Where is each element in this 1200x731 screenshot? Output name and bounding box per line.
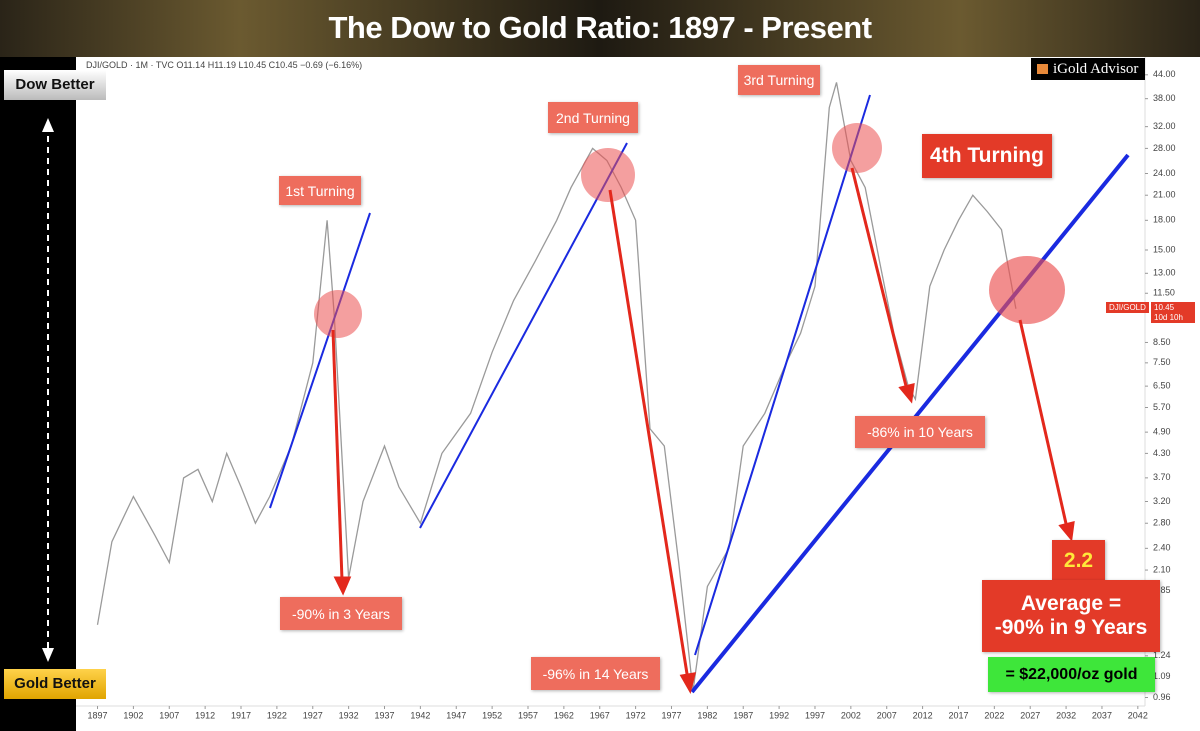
y-tick-label: 3.20 (1153, 496, 1171, 506)
arrow-head (333, 576, 352, 596)
x-tick-label: 1967 (590, 710, 610, 720)
y-tick-label: 1.09 (1153, 671, 1171, 681)
chart-title: The Dow to Gold Ratio: 1897 - Present (328, 10, 872, 45)
y-tick-label: 18.00 (1153, 215, 1176, 225)
x-tick-label: 1907 (159, 710, 179, 720)
y-tick-label: 5.70 (1153, 402, 1171, 412)
annotation: -96% in 14 Years (531, 657, 660, 690)
y-tick-label: 3.70 (1153, 472, 1171, 482)
y-tick-label: 7.50 (1153, 357, 1171, 367)
y-tick-label: 13.00 (1153, 268, 1176, 278)
x-tick-label: 1982 (697, 710, 717, 720)
y-tick-label: 8.50 (1153, 337, 1171, 347)
annotation: 1st Turning (279, 176, 361, 205)
x-tick-label: 2017 (948, 710, 968, 720)
y-tick-label: 24.00 (1153, 168, 1176, 178)
gold-better: Gold Better (4, 669, 106, 699)
drop-arrow (1018, 319, 1069, 529)
x-tick-label: 1977 (661, 710, 681, 720)
arrow-head (1058, 521, 1075, 542)
x-tick-label: 1957 (518, 710, 538, 720)
x-tick-label: 2002 (841, 710, 861, 720)
x-tick-label: 1987 (733, 710, 753, 720)
y-tick-label: 1.24 (1153, 650, 1171, 660)
y-tick-label: 44.00 (1153, 69, 1176, 79)
x-tick-label: 1912 (195, 710, 215, 720)
drop-arrow (331, 329, 344, 581)
turning-circle (314, 290, 362, 338)
annotation: -90% in 9 Years (994, 616, 1148, 639)
annotation: 3rd Turning (738, 65, 820, 95)
x-tick-label: 1917 (231, 710, 251, 720)
y-tick-label: 2.40 (1153, 543, 1171, 553)
arrow-head (42, 118, 54, 132)
x-tick-label: 1997 (805, 710, 825, 720)
series-name: DJI/GOLD (1106, 302, 1149, 313)
banner (0, 0, 1200, 57)
x-tick-label: 2012 (913, 710, 933, 720)
arrow-head (898, 383, 915, 404)
x-tick-label: 1952 (482, 710, 502, 720)
y-tick-label: 6.50 (1153, 381, 1171, 391)
y-tick-label: 2.80 (1153, 518, 1171, 528)
drop-arrow (608, 189, 690, 681)
y-tick-label: 38.00 (1153, 93, 1176, 103)
y-tick-label: 2.10 (1153, 564, 1171, 574)
trend-line (269, 212, 371, 509)
x-tick-label: 2027 (1020, 710, 1040, 720)
y-tick-label: 15.00 (1153, 244, 1176, 254)
trend-line (419, 142, 628, 529)
countdown: 10d 10h (1151, 312, 1195, 323)
drop-arrow (850, 167, 909, 391)
annotation: 2nd Turning (548, 102, 638, 133)
target-value: 2.2 (1052, 540, 1105, 582)
x-tick-label: 1902 (123, 710, 143, 720)
symbol-header: DJI/GOLD · 1M · TVC O11.14 H11.19 L10.45… (86, 60, 363, 70)
x-tick-label: 1947 (446, 710, 466, 720)
x-tick-label: 1922 (267, 710, 287, 720)
series-line (96, 82, 1017, 691)
y-tick-label: 28.00 (1153, 143, 1176, 153)
x-tick-label: 1927 (303, 710, 323, 720)
arrow-head (42, 648, 54, 662)
x-tick-label: 1942 (410, 710, 430, 720)
arrow-head (679, 672, 697, 694)
y-tick-label: 1.85 (1153, 585, 1171, 595)
x-tick-label: 1897 (88, 710, 108, 720)
x-tick-label: 2037 (1092, 710, 1112, 720)
annotation: 4th Turning (922, 134, 1052, 178)
annotation: Average = (1020, 592, 1122, 615)
average-box: Average = -90% in 9 Years (982, 580, 1160, 652)
x-tick-label: 1972 (626, 710, 646, 720)
y-tick-label: 32.00 (1153, 121, 1176, 131)
turning-circle (581, 148, 635, 202)
x-tick-label: 1932 (339, 710, 359, 720)
x-tick-label: 1962 (554, 710, 574, 720)
annotation: -90% in 3 Years (280, 597, 402, 630)
y-tick-label: 0.96 (1153, 692, 1171, 702)
trend-line (694, 94, 871, 656)
x-tick-label: 2042 (1128, 710, 1148, 720)
annotation: -86% in 10 Years (855, 416, 985, 448)
x-tick-label: 1937 (374, 710, 394, 720)
x-tick-label: 2022 (984, 710, 1004, 720)
x-tick-label: 2032 (1056, 710, 1076, 720)
annotation: = $22,000/oz gold (988, 657, 1155, 692)
y-tick-label: 4.30 (1153, 448, 1171, 458)
y-tick-label: 11.50 (1153, 288, 1175, 298)
y-tick-label: 4.90 (1153, 427, 1171, 437)
turning-circle (832, 123, 882, 173)
left-bar (0, 57, 76, 731)
x-tick-label: 1992 (769, 710, 789, 720)
dow-better: Dow Better (4, 70, 106, 100)
x-tick-label: 2007 (877, 710, 897, 720)
brand: iGold Advisor (1031, 58, 1145, 80)
turning-circle (989, 256, 1065, 324)
last-value: 10.45 (1151, 302, 1195, 313)
y-tick-label: 21.00 (1153, 190, 1176, 200)
